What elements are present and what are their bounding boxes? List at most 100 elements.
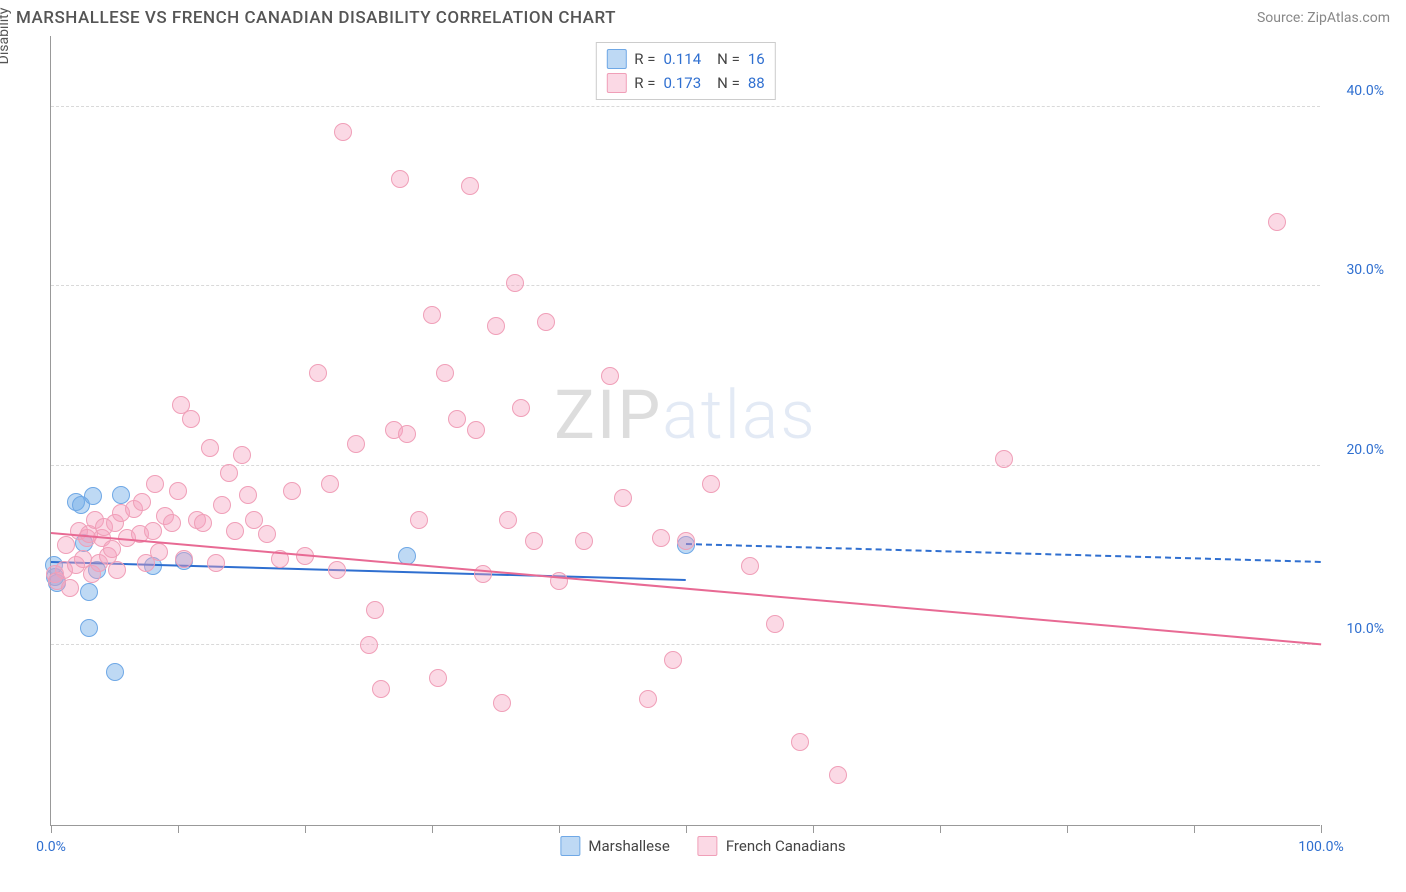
data-point	[429, 669, 447, 687]
data-point	[423, 306, 441, 324]
legend-swatch	[560, 836, 580, 856]
series-legend: Marshallese French Canadians	[560, 836, 845, 856]
legend-row: R =0.114N =16	[606, 47, 764, 71]
data-point	[487, 317, 505, 335]
data-point	[169, 482, 187, 500]
legend-r-label: R =	[634, 50, 655, 68]
legend-r-value: 0.173	[663, 74, 701, 92]
data-point	[226, 522, 244, 540]
correlation-legend: R =0.114N =16R =0.173N =88	[595, 42, 775, 100]
data-point	[512, 399, 530, 417]
data-point	[995, 450, 1013, 468]
source-label: Source: ZipAtlas.com	[1257, 10, 1390, 26]
x-tick	[305, 825, 306, 833]
data-point	[201, 439, 219, 457]
legend-label: French Canadians	[726, 837, 846, 855]
y-tick-label: 20.0%	[1346, 442, 1384, 458]
data-point	[372, 680, 390, 698]
data-point	[360, 636, 378, 654]
data-point	[499, 511, 517, 529]
x-tick	[1194, 825, 1195, 833]
data-point	[391, 170, 409, 188]
data-point	[791, 733, 809, 751]
watermark: ZIPatlas	[554, 375, 817, 455]
data-point	[410, 511, 428, 529]
x-tick	[1321, 825, 1322, 833]
legend-n-value: 16	[748, 50, 765, 68]
data-point	[239, 486, 257, 504]
data-point	[309, 364, 327, 382]
data-point	[467, 421, 485, 439]
data-point	[601, 367, 619, 385]
data-point	[283, 482, 301, 500]
legend-swatch	[606, 49, 626, 69]
x-tick	[51, 825, 52, 833]
data-point	[829, 766, 847, 784]
x-tick-label: 100.0%	[1298, 839, 1343, 855]
data-point	[163, 514, 181, 532]
data-point	[133, 493, 151, 511]
data-point	[575, 532, 593, 550]
legend-label: Marshallese	[588, 837, 669, 855]
y-tick-label: 10.0%	[1346, 621, 1384, 637]
data-point	[702, 475, 720, 493]
legend-n-value: 88	[748, 74, 765, 92]
data-point	[677, 532, 695, 550]
chart-title: MARSHALLESE VS FRENCH CANADIAN DISABILIT…	[16, 8, 616, 28]
data-point	[347, 435, 365, 453]
x-tick	[686, 825, 687, 833]
legend-item: French Canadians	[698, 836, 846, 856]
data-point	[766, 615, 784, 633]
data-point	[61, 579, 79, 597]
x-tick	[178, 825, 179, 833]
data-point	[146, 475, 164, 493]
data-point	[144, 522, 162, 540]
legend-r-value: 0.114	[663, 50, 701, 68]
gridline	[51, 465, 1320, 466]
data-point	[474, 565, 492, 583]
x-tick	[559, 825, 560, 833]
x-tick	[432, 825, 433, 833]
data-point	[398, 425, 416, 443]
data-point	[448, 410, 466, 428]
x-tick	[940, 825, 941, 833]
data-point	[321, 475, 339, 493]
data-point	[436, 364, 454, 382]
plot-area: ZIPatlas R =0.114N =16R =0.173N =88 10.0…	[50, 36, 1320, 826]
data-point	[614, 489, 632, 507]
data-point	[233, 446, 251, 464]
data-point	[84, 487, 102, 505]
data-point	[652, 529, 670, 547]
gridline	[51, 644, 1320, 645]
data-point	[57, 536, 75, 554]
gridline	[51, 285, 1320, 286]
data-point	[741, 557, 759, 575]
legend-n-label: N =	[717, 74, 740, 92]
y-tick-label: 40.0%	[1346, 83, 1384, 99]
data-point	[150, 543, 168, 561]
legend-item: Marshallese	[560, 836, 669, 856]
y-axis-label: Disability	[0, 8, 12, 65]
data-point	[182, 410, 200, 428]
data-point	[664, 651, 682, 669]
data-point	[461, 177, 479, 195]
legend-swatch	[606, 73, 626, 93]
data-point	[80, 619, 98, 637]
data-point	[258, 525, 276, 543]
data-point	[550, 572, 568, 590]
data-point	[334, 123, 352, 141]
data-point	[537, 313, 555, 331]
data-point	[366, 601, 384, 619]
data-point	[639, 690, 657, 708]
data-point	[220, 464, 238, 482]
data-point	[506, 274, 524, 292]
data-point	[80, 583, 98, 601]
data-point	[103, 540, 121, 558]
data-point	[493, 694, 511, 712]
gridline	[51, 106, 1320, 107]
x-tick-label: 0.0%	[36, 839, 66, 855]
data-point	[1268, 213, 1286, 231]
data-point	[108, 561, 126, 579]
data-point	[106, 663, 124, 681]
legend-swatch	[698, 836, 718, 856]
